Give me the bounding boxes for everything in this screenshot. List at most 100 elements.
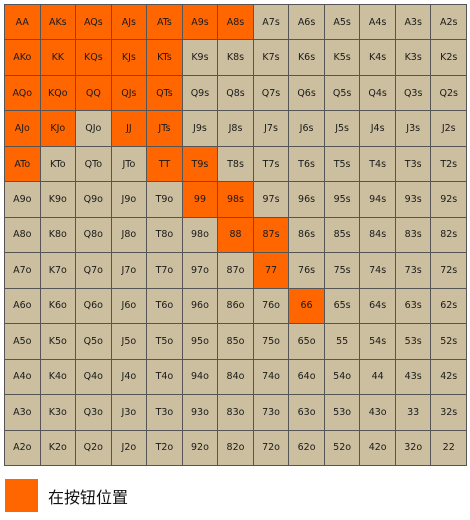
hand-cell: 32s	[431, 395, 466, 430]
hand-cell: A8s	[218, 5, 253, 40]
hand-cell: K8s	[218, 40, 253, 75]
hand-cell: AQo	[5, 75, 40, 111]
hand-cell: Q3s	[395, 75, 431, 111]
hand-cell: 83s	[395, 217, 431, 253]
legend: 在按钮位置	[5, 479, 128, 512]
hand-cell: KQs	[76, 40, 111, 75]
hand-cell: K4s	[360, 40, 395, 75]
hand-cell: Q3o	[76, 395, 111, 430]
hand-cell: A4s	[360, 5, 395, 40]
legend-swatch	[5, 479, 38, 512]
hand-cell: 84o	[218, 359, 253, 395]
hand-cell: 95o	[182, 324, 218, 359]
hand-cell: K5s	[324, 40, 360, 75]
hand-cell: J3s	[395, 111, 431, 146]
hand-cell: 75s	[324, 253, 360, 288]
hand-cell: 92s	[431, 182, 466, 217]
hand-cell: T9o	[147, 182, 182, 217]
hand-cell: A2o	[5, 430, 40, 465]
hand-cell: 62o	[289, 430, 324, 465]
legend-label: 在按钮位置	[48, 487, 129, 507]
hand-cell: K4o	[40, 359, 76, 395]
hand-cell: Q4s	[360, 75, 395, 111]
hand-cell: 22	[431, 430, 466, 465]
hand-cell: 43s	[395, 359, 431, 395]
hand-cell: Q2s	[431, 75, 466, 111]
hand-cell: 64o	[289, 359, 324, 395]
hand-cell: Q6o	[76, 288, 111, 324]
hand-cell: A6s	[289, 5, 324, 40]
hand-cell: 94s	[360, 182, 395, 217]
hand-cell: J6s	[289, 111, 324, 146]
hand-range-grid: AA AKs AQs AJs ATs A9s A8s A7s A6s A5s A4s A3s A2s AK…	[4, 4, 467, 466]
hand-cell: J4o	[111, 359, 147, 395]
hand-cell: A9o	[5, 182, 40, 217]
hand-cell: Q8s	[218, 75, 253, 111]
hand-cell: J3o	[111, 395, 147, 430]
hand-cell: K5o	[40, 324, 76, 359]
hand-cell: T4o	[147, 359, 182, 395]
hand-cell: T4s	[360, 146, 395, 182]
hand-cell: A2s	[431, 5, 466, 40]
hand-cell: K2o	[40, 430, 76, 465]
hand-cell: 93s	[395, 182, 431, 217]
hand-cell: 97o	[182, 253, 218, 288]
hand-cell: 98o	[182, 217, 218, 253]
hand-cell: A6o	[5, 288, 40, 324]
hand-cell: K9o	[40, 182, 76, 217]
hand-cell: Q5s	[324, 75, 360, 111]
hand-cell: 52o	[324, 430, 360, 465]
hand-cell: K9s	[182, 40, 218, 75]
hand-cell: AQs	[76, 5, 111, 40]
hand-cell: 94o	[182, 359, 218, 395]
hand-cell: 85o	[218, 324, 253, 359]
hand-cell: 72s	[431, 253, 466, 288]
hand-cell: T8s	[218, 146, 253, 182]
hand-cell: J2s	[431, 111, 466, 146]
hand-cell: QJs	[111, 75, 147, 111]
hand-cell: 62s	[431, 288, 466, 324]
hand-cell: A8o	[5, 217, 40, 253]
hand-cell: 74s	[360, 253, 395, 288]
hand-cell: QQ	[76, 75, 111, 111]
hand-cell: K3o	[40, 395, 76, 430]
hand-cell: 65s	[324, 288, 360, 324]
hand-cell: K8o	[40, 217, 76, 253]
hand-cell: 87o	[218, 253, 253, 288]
hand-cell: 75o	[253, 324, 289, 359]
hand-cell: K2s	[431, 40, 466, 75]
hand-cell: J5o	[111, 324, 147, 359]
hand-cell: K6s	[289, 40, 324, 75]
hand-cell: J7s	[253, 111, 289, 146]
hand-cell: JJ	[111, 111, 147, 146]
hand-cell: T7o	[147, 253, 182, 288]
hand-cell: 92o	[182, 430, 218, 465]
hand-cell: 63s	[395, 288, 431, 324]
hand-cell: 64s	[360, 288, 395, 324]
hand-cell: 55	[324, 324, 360, 359]
hand-cell: 76s	[289, 253, 324, 288]
hand-cell: 95s	[324, 182, 360, 217]
hand-cell: J6o	[111, 288, 147, 324]
hand-cell: A3s	[395, 5, 431, 40]
hand-cell: 87s	[253, 217, 289, 253]
hand-cell: 88	[218, 217, 253, 253]
hand-cell: 42s	[431, 359, 466, 395]
hand-cell: T9s	[182, 146, 218, 182]
hand-cell: Q6s	[289, 75, 324, 111]
hand-cell: J9s	[182, 111, 218, 146]
hand-cell: 32o	[395, 430, 431, 465]
hand-cell: 76o	[253, 288, 289, 324]
hand-cell: 42o	[360, 430, 395, 465]
hand-cell: A5s	[324, 5, 360, 40]
hand-cell: K7o	[40, 253, 76, 288]
hand-cell: 86s	[289, 217, 324, 253]
hand-cell: KJo	[40, 111, 76, 146]
hand-cell: 99	[182, 182, 218, 217]
hand-cell: ATs	[147, 5, 182, 40]
hand-cell: K3s	[395, 40, 431, 75]
hand-cell: A9s	[182, 5, 218, 40]
hand-cell: QTs	[147, 75, 182, 111]
hand-cell: J4s	[360, 111, 395, 146]
hand-cell: 73o	[253, 395, 289, 430]
